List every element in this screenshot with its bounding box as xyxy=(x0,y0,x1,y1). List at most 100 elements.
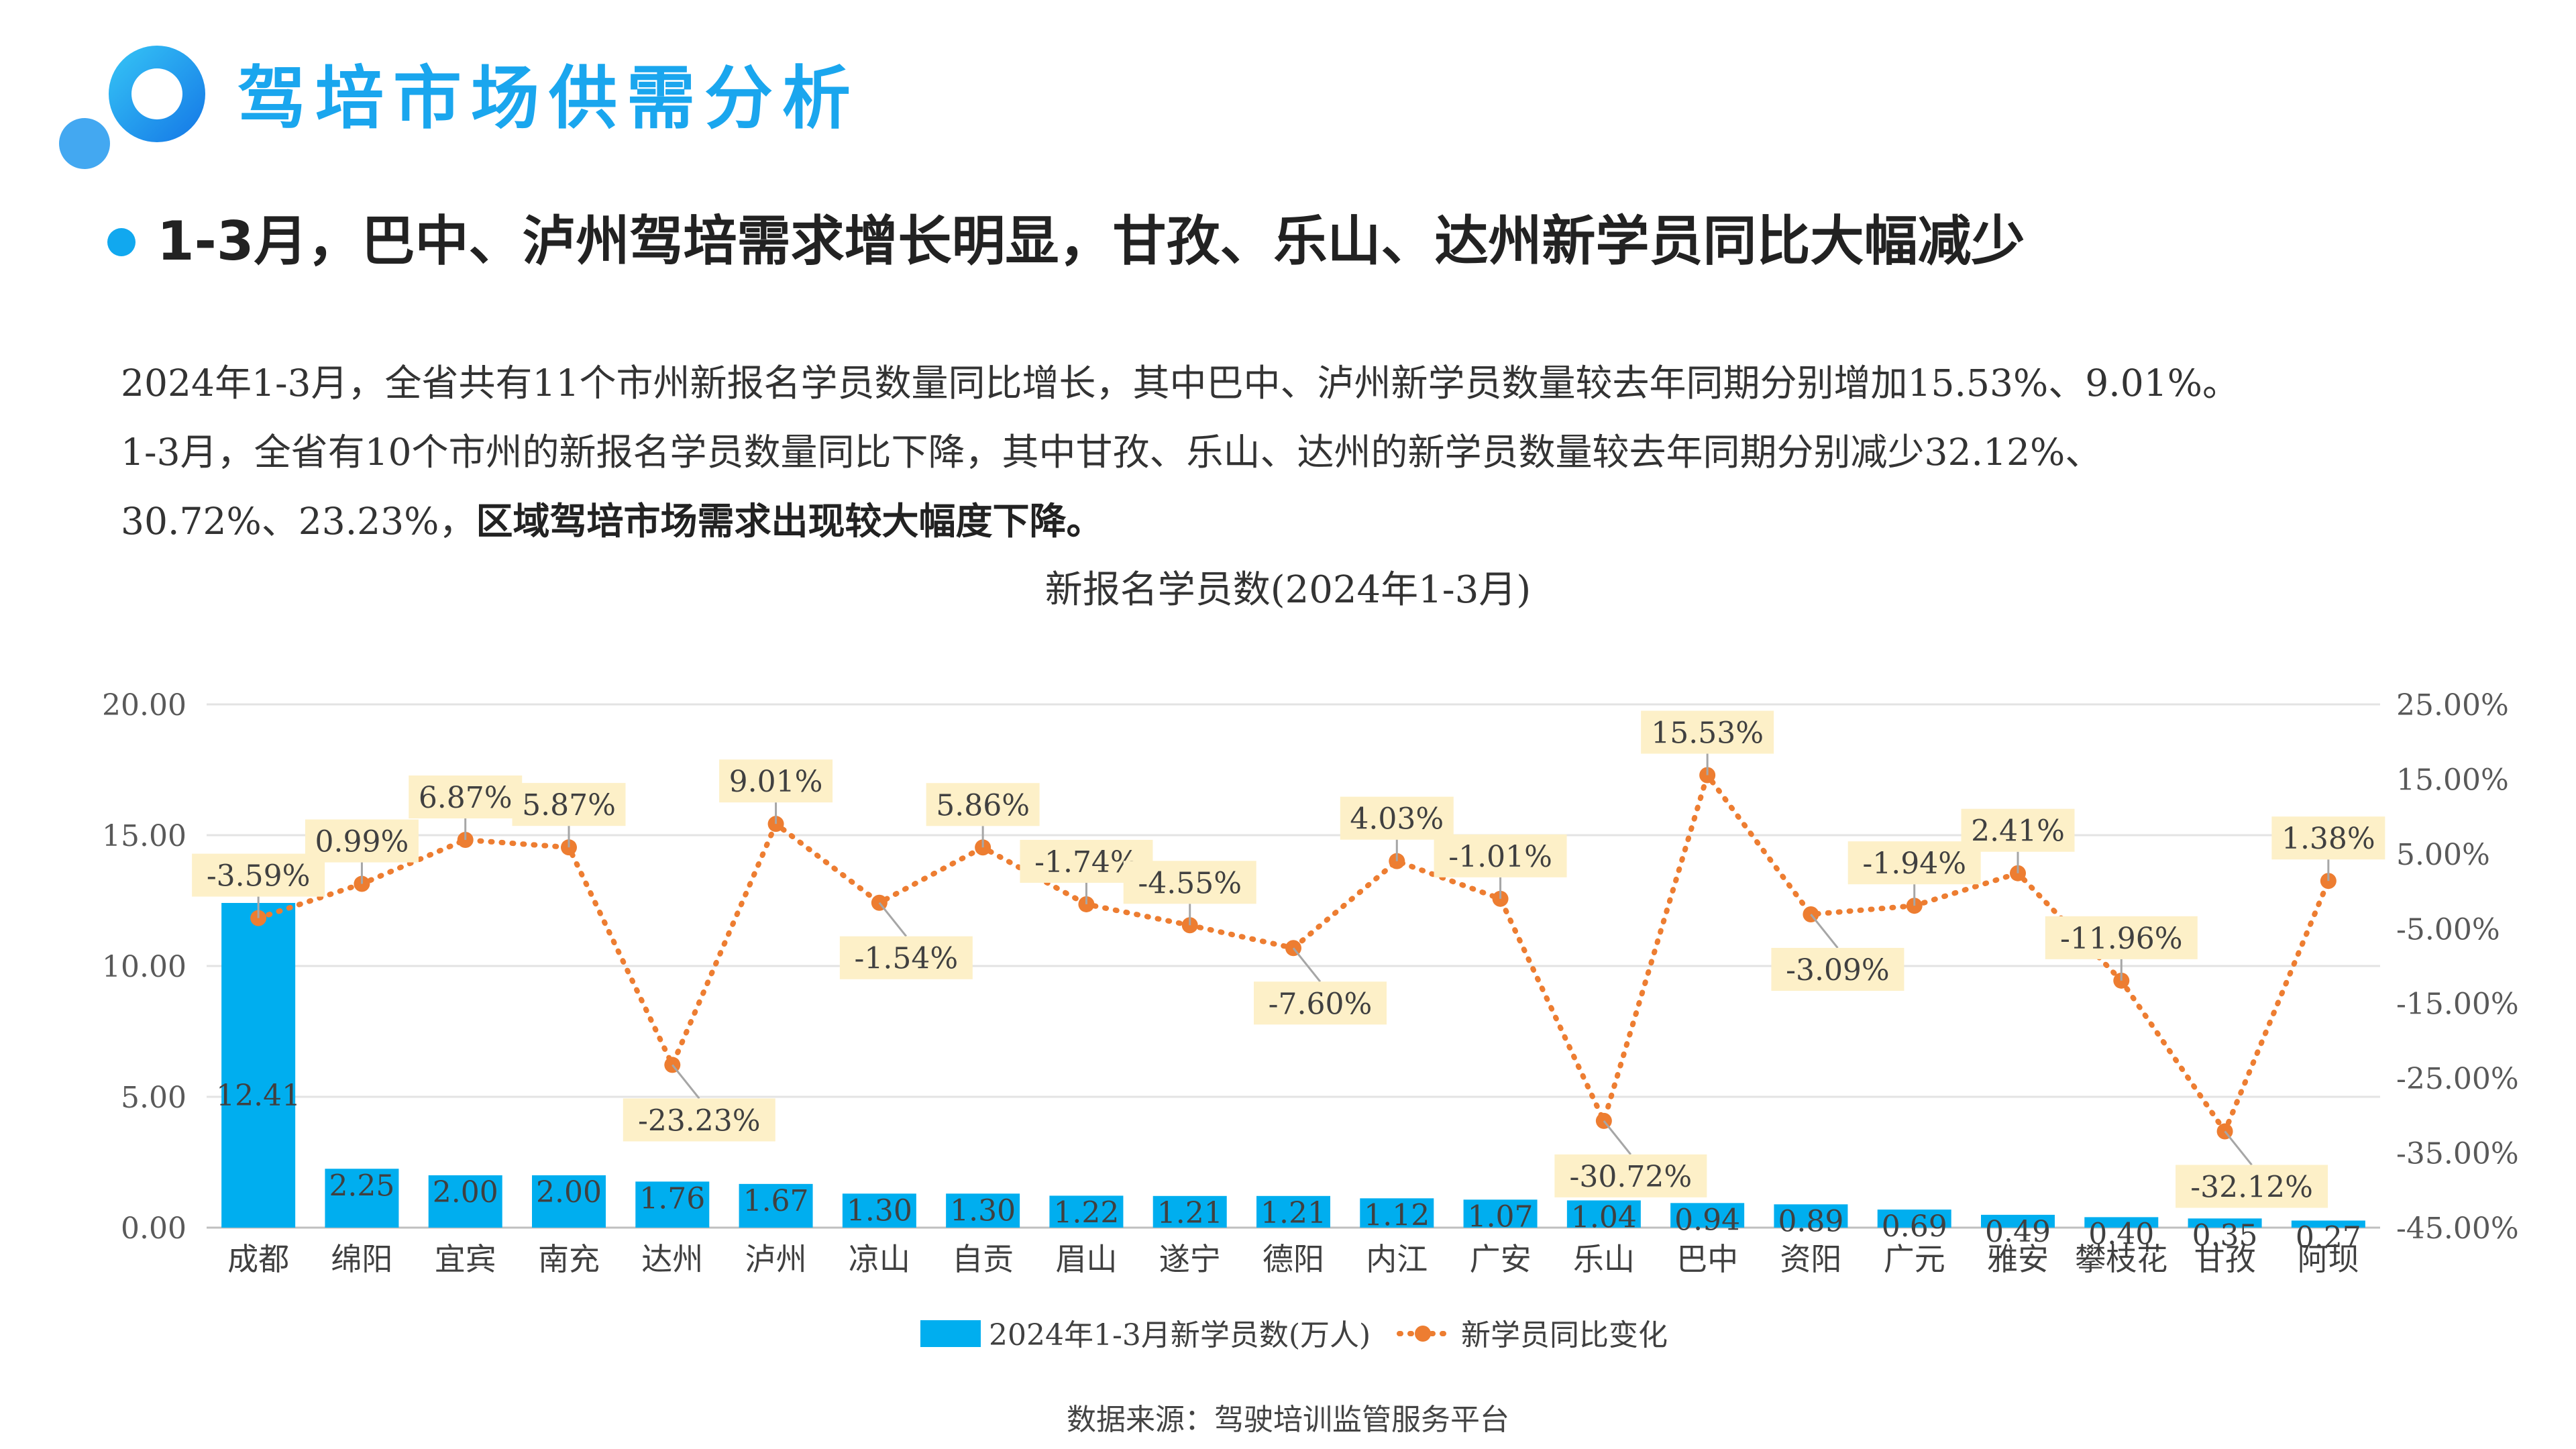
yoy-value-label: 1.38% xyxy=(2282,822,2375,856)
bar-value-label: 2.00 xyxy=(433,1175,498,1210)
x-category-label: 雅安 xyxy=(1987,1241,2049,1277)
bar-value-label: 1.21 xyxy=(1157,1196,1223,1230)
summary-paragraph: 2024年1-3月，全省共有11个市州新报名学员数量同比增长，其中巴中、泸州新学… xyxy=(121,349,2509,556)
data-label-box xyxy=(719,759,833,803)
x-category-label: 内江 xyxy=(1366,1241,1428,1277)
paragraph-line-3-emphasis: 区域驾培市场需求出现较大幅度下降。 xyxy=(476,500,1104,543)
bar-value-label: 0.94 xyxy=(1674,1203,1740,1237)
bar-value-label: 0.49 xyxy=(1985,1215,2051,1249)
yoy-value-label: -32.12% xyxy=(2190,1170,2313,1204)
x-category-label: 资阳 xyxy=(1780,1241,1841,1277)
y-left-tick-label: 10.00 xyxy=(102,950,186,984)
paragraph-line-2: 1-3月，全省有10个市州的新报名学员数量同比下降，其中甘孜、乐山、达州的新学员… xyxy=(121,431,2102,474)
paragraph-line-3: 30.72%、23.23%，区域驾培市场需求出现较大幅度下降。 xyxy=(121,487,2509,556)
data-source-note: 数据来源：驾驶培训监管服务平台 xyxy=(1067,1403,1509,1437)
bar xyxy=(325,1169,399,1228)
label-leader-line xyxy=(1810,914,1839,949)
yoy-value-label: -4.55% xyxy=(1138,866,1242,900)
data-label-box xyxy=(623,1098,775,1142)
yoy-value-label: -7.60% xyxy=(1269,987,1373,1021)
yoy-marker xyxy=(1181,917,1198,934)
x-category-label: 达州 xyxy=(641,1241,703,1277)
y-left-tick-label: 0.00 xyxy=(121,1212,186,1246)
bar-value-label: 2.25 xyxy=(329,1169,394,1203)
y-right-tick-label: -15.00% xyxy=(2396,987,2519,1022)
data-label-box xyxy=(1771,948,1904,991)
x-category-label: 乐山 xyxy=(1573,1241,1635,1277)
yoy-value-label: 9.01% xyxy=(729,765,823,799)
bar xyxy=(1566,1200,1641,1228)
yoy-value-label: -1.54% xyxy=(855,942,959,976)
bar xyxy=(221,903,296,1228)
bar-value-label: 0.89 xyxy=(1778,1204,1843,1238)
section-headline: 1-3月，巴中、泸州驾培需求增长明显，甘孜、乐山、达州新学员同比大幅减少 xyxy=(157,210,2025,272)
bar-value-label: 0.35 xyxy=(2192,1218,2258,1252)
bar xyxy=(532,1175,606,1228)
bar-value-label: 1.07 xyxy=(1468,1199,1534,1234)
y-right-tick-label: -45.00% xyxy=(2396,1212,2519,1246)
bar-value-label: 1.76 xyxy=(639,1181,705,1216)
data-label-box xyxy=(512,783,626,826)
yoy-value-label: -1.74% xyxy=(1034,845,1138,879)
yoy-value-label: -23.23% xyxy=(638,1104,761,1138)
data-label-box xyxy=(409,775,523,819)
yoy-marker xyxy=(2010,865,2026,881)
data-label-box xyxy=(1554,1154,1707,1197)
bar xyxy=(946,1193,1020,1228)
bar-value-label: 1.30 xyxy=(950,1193,1016,1228)
paragraph-line-3-text: 30.72%、23.23%， xyxy=(121,500,476,543)
bar-value-label: 2.00 xyxy=(536,1175,602,1210)
data-label-box xyxy=(2176,1165,2328,1208)
bar xyxy=(428,1175,502,1228)
bar xyxy=(739,1183,813,1228)
y-right-tick-label: -25.00% xyxy=(2396,1062,2519,1096)
data-label-box xyxy=(1847,841,1981,885)
bar xyxy=(1877,1210,1951,1228)
y-left-tick-label: 15.00 xyxy=(102,819,186,853)
page-title: 驾培市场供需分析 xyxy=(237,59,860,139)
yoy-marker xyxy=(457,832,474,849)
yoy-value-label: -1.01% xyxy=(1448,840,1552,874)
bullet-dot xyxy=(107,228,136,256)
bar xyxy=(635,1181,710,1228)
x-category-label: 巴中 xyxy=(1676,1241,1738,1277)
data-label-box xyxy=(1641,710,1774,754)
bar-value-label: 1.21 xyxy=(1260,1196,1326,1230)
x-category-label: 南充 xyxy=(538,1241,600,1277)
legend-line-label: 新学员同比变化 xyxy=(1461,1318,1668,1352)
data-label-box xyxy=(2271,816,2385,860)
x-category-label: 眉山 xyxy=(1055,1241,1117,1277)
y-left-tick-label: 5.00 xyxy=(121,1081,186,1115)
label-leader-line xyxy=(1292,947,1322,983)
y-left-tick-label: 20.00 xyxy=(102,688,186,722)
label-leader-line xyxy=(1603,1120,1632,1155)
bar xyxy=(2291,1220,2365,1228)
bar-value-label: 1.22 xyxy=(1053,1195,1119,1230)
data-label-box xyxy=(2045,916,2198,959)
y-right-tick-label: 15.00% xyxy=(2396,763,2509,797)
data-label-box xyxy=(192,853,325,897)
data-label-box xyxy=(926,783,1040,826)
bar xyxy=(1152,1195,1227,1228)
yoy-marker xyxy=(1389,853,1405,869)
bar xyxy=(1049,1195,1124,1228)
y-right-tick-label: -35.00% xyxy=(2396,1137,2519,1171)
yoy-marker xyxy=(2320,873,2337,890)
bar xyxy=(1981,1214,2055,1228)
legend-bar-label: 2024年1-3月新学员数(万人) xyxy=(989,1318,1371,1352)
bar xyxy=(1360,1198,1434,1228)
bar-value-label: 0.69 xyxy=(1882,1210,1947,1244)
bar xyxy=(2188,1218,2262,1228)
bar xyxy=(1670,1203,1745,1228)
label-leader-line xyxy=(878,902,908,937)
data-label-box xyxy=(1254,981,1387,1025)
yoy-value-label: -30.72% xyxy=(1570,1160,1693,1194)
paragraph-line-1: 2024年1-3月，全省共有11个市州新报名学员数量同比增长，其中巴中、泸州新学… xyxy=(121,362,2239,405)
yoy-value-label: 0.99% xyxy=(315,825,409,859)
chart-title: 新报名学员数(2024年1-3月) xyxy=(1045,568,1531,612)
bar-value-label: 0.40 xyxy=(2088,1217,2154,1251)
yoy-value-label: 15.53% xyxy=(1651,716,1764,751)
yoy-marker xyxy=(2113,972,2130,989)
yoy-marker xyxy=(354,875,370,892)
yoy-value-label: -1.94% xyxy=(1862,847,1966,881)
